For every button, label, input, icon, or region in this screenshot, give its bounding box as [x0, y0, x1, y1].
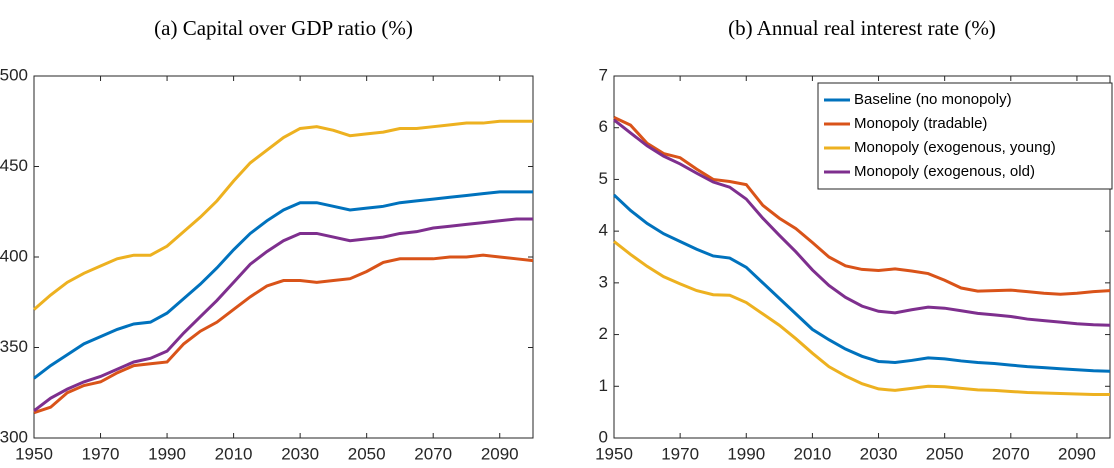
x-tick-label: 1970: [661, 444, 699, 463]
legend-label: Baseline (no monopoly): [854, 91, 1012, 108]
y-tick-label: 400: [0, 246, 28, 265]
x-tick-label: 2090: [481, 444, 519, 463]
x-tick-label: 2050: [926, 444, 964, 463]
data-line: [33, 190, 533, 380]
data-line: [613, 240, 1110, 397]
data-line: [612, 193, 1111, 373]
y-tick-label: 450: [0, 156, 28, 175]
legend-label: Monopoly (exogenous, young): [854, 139, 1056, 156]
y-tick-label: 350: [0, 337, 28, 356]
x-tick-label: 1990: [727, 444, 765, 463]
y-tick-label: 6: [599, 117, 608, 136]
y-tick-label: 7: [599, 65, 608, 84]
x-tick-label: 1950: [15, 444, 53, 463]
legend-box: [817, 82, 1113, 190]
y-tick-label: 300: [0, 427, 28, 446]
x-tick-label: 2070: [414, 444, 452, 463]
x-tick-label: 2030: [860, 444, 898, 463]
y-tick-label: 5: [599, 169, 608, 188]
plot-frame: [613, 75, 1111, 439]
chart-title: (a) Capital over GDP ratio (%): [154, 16, 413, 40]
data-line: [33, 217, 533, 413]
data-line: [33, 253, 534, 415]
legend-label: Monopoly (exogenous, old): [854, 163, 1035, 180]
legend-label: Monopoly (tradable): [854, 115, 987, 132]
x-tick-label: 1970: [82, 444, 120, 463]
x-tick-label: 2070: [992, 444, 1030, 463]
y-tick-label: 4: [599, 221, 608, 240]
data-line: [33, 119, 533, 311]
x-tick-label: 2050: [348, 444, 386, 463]
x-tick-label: 1950: [595, 444, 633, 463]
chart-title: (b) Annual real interest rate (%): [728, 16, 996, 40]
x-tick-label: 2090: [1058, 444, 1096, 463]
y-tick-label: 1: [599, 376, 608, 395]
y-tick-label: 500: [0, 65, 28, 84]
y-tick-label: 0: [599, 427, 608, 446]
plot-frame: [33, 75, 534, 439]
data-line: [613, 116, 1111, 296]
data-line: [613, 118, 1111, 327]
x-tick-label: 2010: [215, 444, 253, 463]
y-tick-label: 2: [599, 324, 608, 343]
x-tick-label: 2030: [281, 444, 319, 463]
x-tick-label: 1990: [148, 444, 186, 463]
y-tick-label: 3: [599, 272, 608, 291]
x-tick-label: 2010: [793, 444, 831, 463]
